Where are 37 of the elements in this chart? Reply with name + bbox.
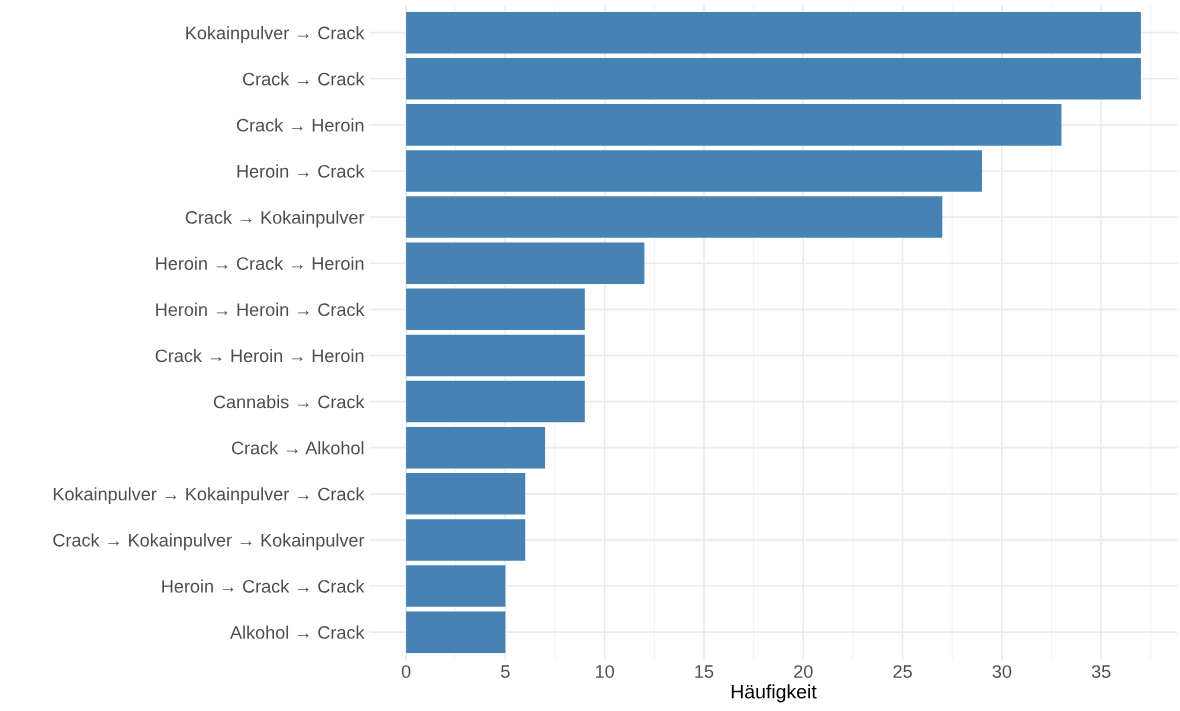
y-tick-label: Crack → Heroin → Heroin — [155, 348, 364, 363]
y-tick-label: Crack → Heroin — [236, 118, 364, 132]
y-tick-label: Crack → Kokainpulver — [185, 210, 365, 228]
bar — [406, 334, 585, 377]
y-tick-label: Heroin → Crack — [237, 164, 365, 178]
y-tick-label: Heroin → Heroin → Crack — [156, 302, 365, 317]
y-tick-label: Crack → Crack — [243, 72, 365, 86]
bar — [406, 11, 1141, 54]
x-tick-label: 35 — [1091, 665, 1111, 678]
bar — [406, 242, 645, 284]
y-tick-label: Cannabis → Crack — [213, 395, 365, 409]
bar — [406, 196, 943, 238]
y-tick-label: Alkohol → Crack — [230, 625, 365, 639]
y-tick-label: Kokainpulver → Kokainpulver → Crack — [53, 487, 365, 505]
y-tick-label: Crack → Kokainpulver → Kokainpulver — [53, 533, 365, 551]
bar — [406, 611, 506, 653]
x-tick-label: 10 — [596, 665, 615, 678]
bar — [406, 150, 983, 192]
x-tick-label: 25 — [893, 665, 912, 678]
x-tick-label: 0 — [401, 665, 411, 678]
bar — [406, 519, 526, 561]
bar — [406, 104, 1062, 146]
bar — [406, 426, 546, 469]
x-tick-label: 30 — [992, 665, 1012, 678]
x-tick-label: 15 — [695, 665, 714, 678]
y-tick-label: Heroin → Crack → Crack — [162, 579, 365, 593]
y-tick-label: Crack → Alkohol — [231, 441, 364, 455]
x-axis-title: Häufigkeit — [731, 684, 817, 703]
bar — [406, 473, 526, 515]
x-tick-label: 20 — [794, 665, 813, 678]
y-tick-label: Heroin → Crack → Heroin — [156, 256, 364, 270]
bar — [406, 380, 585, 423]
bar — [406, 58, 1141, 100]
x-tick-label: 5 — [501, 665, 510, 678]
y-tick-label: Kokainpulver → Crack — [186, 26, 365, 43]
bar — [406, 565, 506, 607]
bar — [406, 288, 585, 331]
